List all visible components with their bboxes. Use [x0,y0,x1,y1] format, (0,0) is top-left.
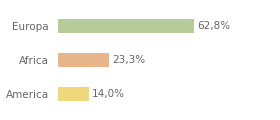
Text: 14,0%: 14,0% [92,89,125,99]
Bar [59,87,89,101]
Text: 62,8%: 62,8% [197,21,230,31]
Text: 23,3%: 23,3% [112,55,145,65]
Bar [59,53,109,67]
Bar [59,19,194,33]
